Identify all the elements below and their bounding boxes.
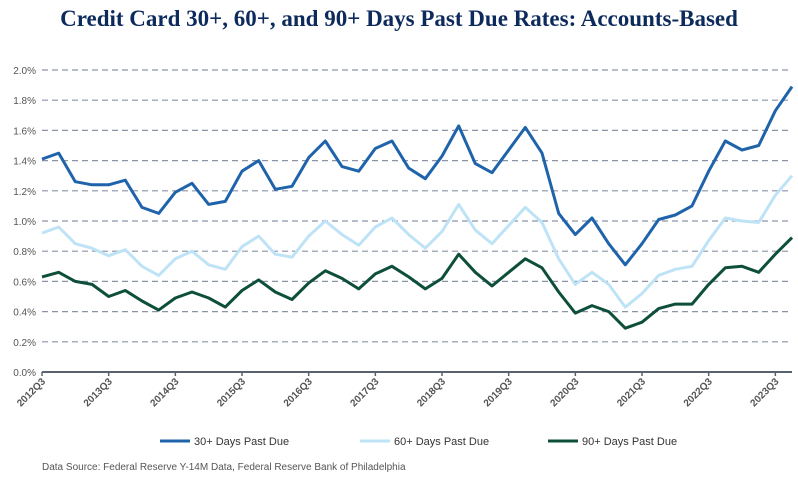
- x-tick-label: 2023Q3: [749, 376, 782, 409]
- x-tick-label: 2013Q3: [82, 376, 115, 409]
- legend-label: 30+ Days Past Due: [194, 436, 289, 448]
- y-tick-label: 0.0%: [13, 368, 36, 379]
- x-tick-label: 2015Q3: [215, 376, 248, 409]
- x-tick-label: 2017Q3: [349, 376, 382, 409]
- chart-title: Credit Card 30+, 60+, and 90+ Days Past …: [60, 6, 738, 31]
- y-tick-label: 0.8%: [13, 247, 36, 258]
- x-tick-label: 2022Q3: [682, 376, 715, 409]
- x-tick-label: 2018Q3: [415, 376, 448, 409]
- data-source-note: Data Source: Federal Reserve Y-14M Data,…: [42, 462, 406, 473]
- y-tick-label: 0.4%: [13, 308, 36, 319]
- series-line-60plus: [41, 174, 794, 309]
- y-tick-label: 1.2%: [13, 187, 36, 198]
- y-tick-label: 2.0%: [13, 66, 36, 77]
- x-tick-label: 2012Q3: [15, 376, 48, 409]
- legend-label: 90+ Days Past Due: [582, 436, 677, 448]
- y-tick-label: 0.2%: [13, 338, 36, 349]
- y-tick-label: 0.6%: [13, 277, 36, 288]
- x-tick-label: 2021Q3: [615, 376, 648, 409]
- y-tick-label: 1.0%: [13, 217, 36, 228]
- y-tick-label: 1.8%: [13, 96, 36, 107]
- series-line-90plus: [41, 236, 794, 330]
- series-line-30plus: [41, 85, 794, 267]
- y-tick-label: 1.4%: [13, 157, 36, 168]
- legend-label: 60+ Days Past Due: [394, 436, 489, 448]
- x-tick-label: 2016Q3: [282, 376, 315, 409]
- y-tick-label: 1.6%: [13, 126, 36, 137]
- x-tick-label: 2020Q3: [549, 376, 582, 409]
- x-tick-label: 2014Q3: [149, 376, 182, 409]
- x-tick-label: 2019Q3: [482, 376, 515, 409]
